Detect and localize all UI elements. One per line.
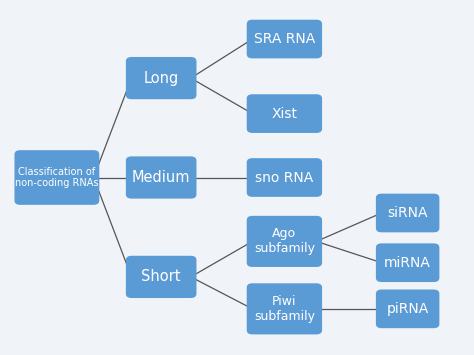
Text: siRNA: siRNA — [387, 206, 428, 220]
FancyBboxPatch shape — [376, 194, 439, 232]
Text: piRNA: piRNA — [386, 302, 429, 316]
FancyBboxPatch shape — [246, 283, 322, 334]
Text: miRNA: miRNA — [384, 256, 431, 270]
Text: SRA RNA: SRA RNA — [254, 32, 315, 46]
Text: Medium: Medium — [132, 170, 191, 185]
FancyBboxPatch shape — [126, 156, 196, 199]
FancyBboxPatch shape — [14, 150, 99, 205]
FancyBboxPatch shape — [376, 290, 439, 328]
Text: Short: Short — [141, 269, 181, 284]
FancyBboxPatch shape — [126, 256, 196, 298]
FancyBboxPatch shape — [246, 94, 322, 133]
Text: Long: Long — [144, 71, 179, 86]
Text: Xist: Xist — [272, 106, 297, 121]
FancyBboxPatch shape — [246, 158, 322, 197]
Text: Classification of
non-coding RNAs: Classification of non-coding RNAs — [15, 167, 99, 188]
FancyBboxPatch shape — [246, 216, 322, 267]
Text: Ago
subfamily: Ago subfamily — [254, 228, 315, 255]
FancyBboxPatch shape — [376, 244, 439, 282]
Text: Piwi
subfamily: Piwi subfamily — [254, 295, 315, 323]
FancyBboxPatch shape — [126, 57, 196, 99]
FancyBboxPatch shape — [246, 20, 322, 58]
Text: sno RNA: sno RNA — [255, 170, 313, 185]
